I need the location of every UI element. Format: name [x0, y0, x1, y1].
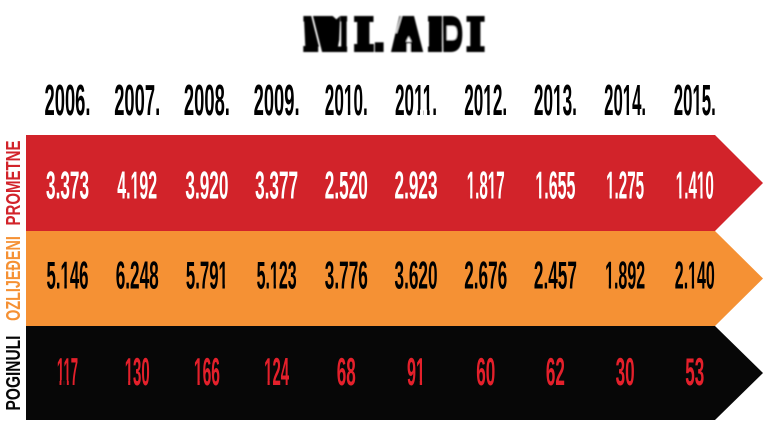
svg-text:130: 130 — [125, 351, 150, 395]
svg-text:5.146: 5.146 — [47, 255, 89, 298]
svg-text:3.377: 3.377 — [255, 165, 298, 208]
svg-text:1.817: 1.817 — [467, 164, 505, 208]
svg-text:2008.: 2008. — [184, 77, 230, 125]
svg-text:1.655: 1.655 — [535, 164, 575, 207]
svg-text:1.410: 1.410 — [676, 164, 714, 208]
svg-text:1.892: 1.892 — [605, 255, 645, 298]
svg-text:3.620: 3.620 — [395, 255, 438, 298]
svg-text:OZLIJEĐENI: OZLIJEĐENI — [2, 236, 25, 321]
svg-text:117: 117 — [57, 351, 78, 394]
svg-text:POGINULI: POGINULI — [2, 336, 24, 411]
svg-text:2015.: 2015. — [674, 75, 716, 124]
svg-text:62: 62 — [546, 351, 565, 394]
svg-text:2006.: 2006. — [45, 77, 91, 125]
svg-text:2007.: 2007. — [114, 77, 160, 125]
svg-text:166: 166 — [194, 351, 220, 394]
svg-text:91: 91 — [407, 351, 425, 394]
svg-text:PROMETNE: PROMETNE — [2, 140, 25, 225]
svg-text:3.920: 3.920 — [185, 165, 228, 208]
svg-text:4.192: 4.192 — [117, 164, 157, 207]
svg-text:2014.: 2014. — [604, 75, 646, 124]
svg-text:2012.: 2012. — [464, 77, 507, 126]
svg-text:3.776: 3.776 — [325, 255, 368, 298]
svg-text:2011.: 2011. — [395, 77, 437, 126]
svg-text:2.457: 2.457 — [534, 255, 577, 298]
svg-text:2010.: 2010. — [325, 77, 368, 126]
svg-text:5.791: 5.791 — [186, 255, 228, 298]
svg-text:2.923: 2.923 — [395, 165, 438, 208]
svg-text:68: 68 — [337, 351, 356, 394]
svg-text:2.140: 2.140 — [675, 255, 715, 298]
svg-text:30: 30 — [616, 351, 635, 394]
svg-text:1.275: 1.275 — [606, 164, 644, 208]
svg-text:53: 53 — [685, 351, 704, 394]
svg-text:2009.: 2009. — [254, 77, 300, 125]
svg-text:2013.: 2013. — [534, 77, 577, 126]
svg-text:2.676: 2.676 — [464, 255, 507, 298]
svg-text:2.520: 2.520 — [325, 165, 368, 208]
svg-text:3.373: 3.373 — [46, 165, 89, 208]
svg-text:5.123: 5.123 — [257, 255, 297, 298]
svg-text:124: 124 — [264, 351, 289, 395]
svg-text:6.248: 6.248 — [116, 255, 159, 298]
svg-text:60: 60 — [476, 351, 495, 394]
